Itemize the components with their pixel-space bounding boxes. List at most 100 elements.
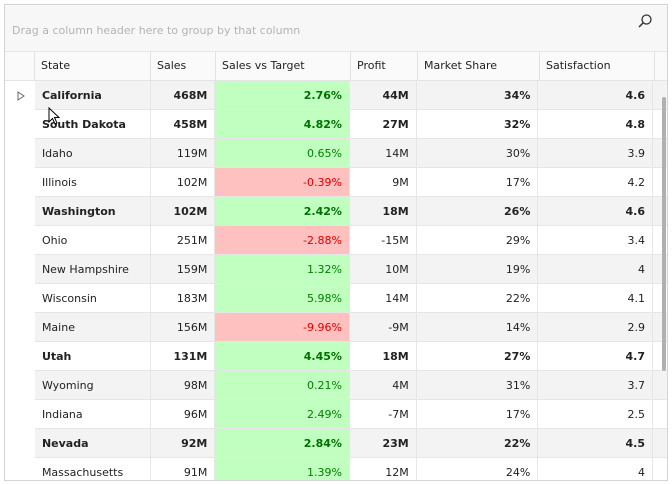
- table-row[interactable]: Illinois 102M -0.39% 9M 17% 4.2: [5, 168, 667, 197]
- group-panel[interactable]: Drag a column header here to group by th…: [5, 5, 667, 52]
- cell-profit[interactable]: -15M: [349, 226, 417, 255]
- row-indicator[interactable]: [5, 458, 35, 480]
- table-row[interactable]: Washington 102M 2.42% 18M 26% 4.6: [5, 197, 667, 226]
- cell-svt[interactable]: 1.32%: [215, 255, 350, 284]
- cell-profit[interactable]: 18M: [349, 342, 417, 371]
- cell-sales[interactable]: 156M: [150, 313, 216, 342]
- row-indicator[interactable]: [5, 168, 35, 197]
- column-header-state[interactable]: State: [35, 52, 151, 80]
- cell-sat[interactable]: 4: [538, 255, 653, 284]
- column-header-market-share[interactable]: Market Share: [418, 52, 540, 80]
- cell-sat[interactable]: 4.1: [538, 284, 653, 313]
- cell-share[interactable]: 14%: [416, 313, 539, 342]
- cell-profit[interactable]: -9M: [349, 313, 417, 342]
- cell-svt[interactable]: 4.82%: [215, 110, 350, 139]
- cell-sales[interactable]: 458M: [150, 110, 216, 139]
- table-row[interactable]: Maine 156M -9.96% -9M 14% 2.9: [5, 313, 667, 342]
- row-indicator[interactable]: [5, 371, 35, 400]
- cell-share[interactable]: 17%: [416, 400, 539, 429]
- cell-sat[interactable]: 3.7: [538, 371, 653, 400]
- cell-state[interactable]: Idaho: [34, 139, 151, 168]
- cell-profit[interactable]: 27M: [349, 110, 417, 139]
- cell-svt[interactable]: 1.39%: [215, 458, 350, 480]
- cell-svt[interactable]: 2.84%: [215, 429, 350, 458]
- cell-profit[interactable]: -7M: [349, 400, 417, 429]
- search-icon[interactable]: [637, 13, 653, 29]
- cell-profit[interactable]: 10M: [349, 255, 417, 284]
- cell-share[interactable]: 19%: [416, 255, 539, 284]
- cell-state[interactable]: South Dakota: [34, 110, 151, 139]
- cell-sat[interactable]: 4.6: [538, 197, 653, 226]
- row-indicator[interactable]: [5, 342, 35, 371]
- cell-svt[interactable]: 2.42%: [215, 197, 350, 226]
- row-indicator[interactable]: [5, 313, 35, 342]
- cell-sales[interactable]: 131M: [150, 342, 216, 371]
- cell-share[interactable]: 31%: [416, 371, 539, 400]
- cell-sales[interactable]: 98M: [150, 371, 216, 400]
- table-row[interactable]: Wyoming 98M 0.21% 4M 31% 3.7: [5, 371, 667, 400]
- cell-svt[interactable]: -9.96%: [215, 313, 350, 342]
- cell-state[interactable]: Massachusetts: [35, 458, 151, 480]
- row-indicator[interactable]: [5, 284, 35, 313]
- cell-svt[interactable]: 2.49%: [215, 400, 350, 429]
- cell-sales[interactable]: 468M: [150, 81, 216, 110]
- cell-state[interactable]: California: [34, 81, 151, 110]
- cell-sat[interactable]: 4: [538, 458, 653, 480]
- cell-profit[interactable]: 14M: [349, 139, 417, 168]
- row-indicator[interactable]: [5, 139, 35, 168]
- row-indicator[interactable]: [5, 429, 35, 458]
- cell-sales[interactable]: 91M: [151, 458, 216, 480]
- cell-sales[interactable]: 102M: [150, 168, 216, 197]
- cell-profit[interactable]: 4M: [349, 371, 417, 400]
- cell-share[interactable]: 27%: [416, 342, 539, 371]
- column-header-sales-vs-target[interactable]: Sales vs Target: [216, 52, 351, 80]
- cell-sat[interactable]: 3.4: [538, 226, 653, 255]
- cell-state[interactable]: Wyoming: [34, 371, 151, 400]
- cell-sales[interactable]: 159M: [150, 255, 216, 284]
- cell-share[interactable]: 22%: [416, 284, 539, 313]
- table-row[interactable]: Utah 131M 4.45% 18M 27% 4.7: [5, 342, 667, 371]
- cell-share[interactable]: 34%: [416, 81, 539, 110]
- column-header-satisfaction[interactable]: Satisfaction: [540, 52, 655, 80]
- cell-share[interactable]: 17%: [416, 168, 539, 197]
- column-header-profit[interactable]: Profit: [351, 52, 418, 80]
- table-row[interactable]: Wisconsin 183M 5.98% 14M 22% 4.1: [5, 284, 667, 313]
- cell-sat[interactable]: 2.9: [538, 313, 653, 342]
- cell-share[interactable]: 29%: [416, 226, 539, 255]
- cell-share[interactable]: 32%: [416, 110, 539, 139]
- cell-svt[interactable]: -0.39%: [215, 168, 350, 197]
- cell-state[interactable]: Utah: [34, 342, 151, 371]
- cell-share[interactable]: 22%: [416, 429, 539, 458]
- table-row[interactable]: Idaho 119M 0.65% 14M 30% 3.9: [5, 139, 667, 168]
- cell-svt[interactable]: 5.98%: [215, 284, 350, 313]
- cell-svt[interactable]: 4.45%: [215, 342, 350, 371]
- cell-profit[interactable]: 9M: [349, 168, 417, 197]
- cell-sales[interactable]: 92M: [150, 429, 216, 458]
- cell-sales[interactable]: 96M: [150, 400, 216, 429]
- cell-sat[interactable]: 2.5: [538, 400, 653, 429]
- cell-state[interactable]: Ohio: [34, 226, 151, 255]
- cell-state[interactable]: Wisconsin: [34, 284, 151, 313]
- cell-sat[interactable]: 4.2: [538, 168, 653, 197]
- cell-svt[interactable]: 0.65%: [215, 139, 350, 168]
- cell-sat[interactable]: 4.7: [538, 342, 653, 371]
- cell-sat[interactable]: 4.8: [538, 110, 653, 139]
- cell-state[interactable]: Maine: [34, 313, 151, 342]
- cell-profit[interactable]: 44M: [349, 81, 417, 110]
- cell-profit[interactable]: 18M: [349, 197, 417, 226]
- cell-sat[interactable]: 4.6: [538, 81, 653, 110]
- cell-state[interactable]: Washington: [34, 197, 151, 226]
- cell-sales[interactable]: 251M: [150, 226, 216, 255]
- row-indicator[interactable]: [5, 110, 35, 139]
- table-row[interactable]: Ohio 251M -2.88% -15M 29% 3.4: [5, 226, 667, 255]
- cell-share[interactable]: 26%: [416, 197, 539, 226]
- row-indicator[interactable]: [5, 255, 35, 284]
- table-row[interactable]: Indiana 96M 2.49% -7M 17% 2.5: [5, 400, 667, 429]
- table-row[interactable]: Massachusetts 91M 1.39% 12M 24% 4: [5, 458, 667, 480]
- cell-svt[interactable]: -2.88%: [215, 226, 350, 255]
- table-row[interactable]: California 468M 2.76% 44M 34% 4.6: [5, 81, 667, 110]
- row-indicator[interactable]: [5, 81, 35, 110]
- cell-state[interactable]: Nevada: [34, 429, 151, 458]
- cell-sales[interactable]: 183M: [150, 284, 216, 313]
- table-row[interactable]: Nevada 92M 2.84% 23M 22% 4.5: [5, 429, 667, 458]
